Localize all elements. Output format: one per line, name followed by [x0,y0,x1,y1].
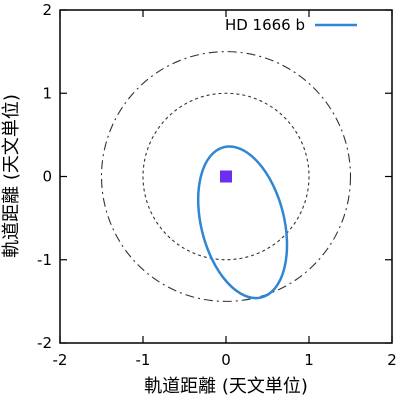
x-tick-labels: -2 -1 0 1 2 [53,351,397,369]
legend: HD 1666 b [225,16,357,34]
reference-circles [100,51,352,302]
x-tick-label: 1 [304,351,314,369]
y-axis-label: 軌道距離 (天文単位) [1,94,22,258]
y-tick-label: 0 [42,168,52,186]
x-tick-label: -2 [53,351,68,369]
y-tick-label: 2 [42,1,52,19]
reference-circle-dashed [100,51,352,302]
star-marker-group [220,170,232,183]
x-axis-label: 軌道距離 (天文単位) [144,376,308,397]
orbit-series [196,145,289,300]
x-tick-label: 0 [221,351,231,369]
legend-label-hd-1666-b: HD 1666 b [225,16,305,34]
x-tick-label: 2 [387,351,397,369]
x-tick-label: -1 [136,351,151,369]
y-tick-label: -2 [37,334,52,352]
y-tick-label: -1 [37,251,52,269]
y-tick-labels: -2 -1 0 1 2 [37,1,52,352]
reference-circle-dotted [142,92,310,261]
y-tick-label: 1 [42,84,52,102]
ticks [59,9,393,344]
star-marker [220,170,232,183]
orbit-hd-1666-b [196,145,289,300]
